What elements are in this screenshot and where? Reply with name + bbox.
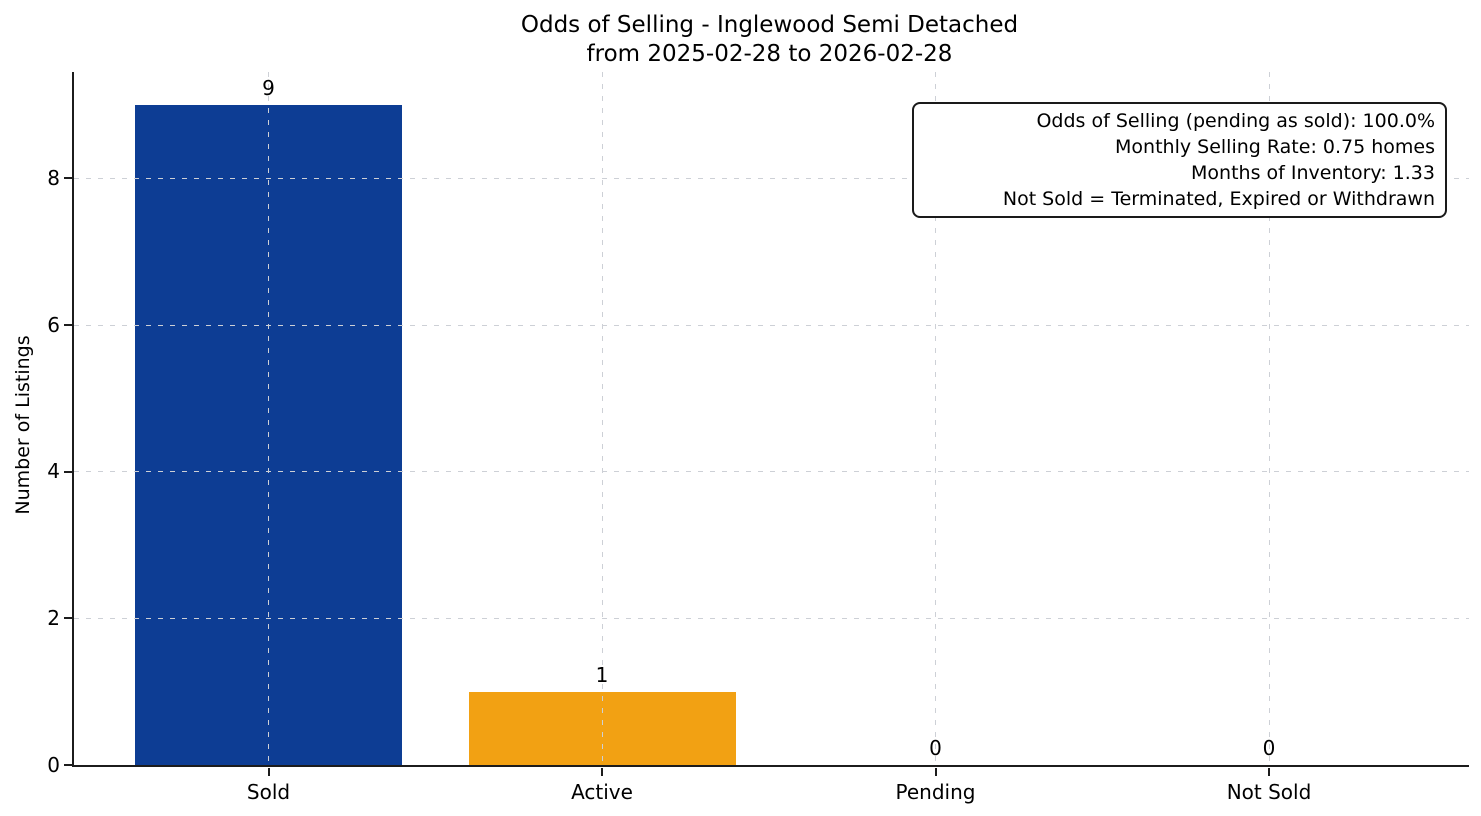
y-tick (64, 764, 72, 766)
chart-title-line2: from 2025-02-28 to 2026-02-28 (586, 41, 953, 67)
chart-title-line1: Odds of Selling - Inglewood Semi Detache… (520, 12, 1019, 38)
plot-area: 0 2 4 6 8 Sold 9 Active 1 Pending 0 Not Sold 0 (47, 72, 1469, 804)
x-tick (1268, 767, 1270, 776)
y-tick (64, 177, 72, 180)
x-tick-label-pending: Pending (895, 780, 976, 804)
x-tick-label-sold: Sold (246, 780, 291, 804)
bar-value-label-active: 1 (595, 662, 609, 687)
bar-value-label-sold: 9 (262, 76, 275, 100)
bar-value-label-pending: 0 (929, 736, 942, 760)
annotation-monthly-selling-rate: Monthly Selling Rate: 0.75 homes (1115, 136, 1435, 158)
h-gridline (74, 177, 1469, 179)
y-axis-label: Number of Listings (12, 335, 34, 515)
y-tick-label: 6 (47, 312, 60, 337)
annotation-box: Odds of Selling (pending as sold): 100.0… (912, 102, 1447, 218)
h-gridline (74, 471, 1469, 473)
y-tick (64, 470, 72, 473)
annotation-not-sold-definition: Not Sold = Terminated, Expired or Withdr… (1002, 188, 1435, 210)
v-gridline (1268, 72, 1270, 765)
v-gridline (601, 72, 603, 765)
x-tick-label-not-sold: Not Sold (1226, 780, 1312, 804)
x-tick (267, 767, 270, 776)
v-gridline (268, 72, 269, 765)
x-tick (601, 767, 603, 776)
x-tick-label-active: Active (571, 780, 633, 804)
bar-value-label-not-sold: 0 (1262, 736, 1276, 760)
y-tick (64, 617, 72, 620)
h-gridline (74, 324, 1469, 326)
v-gridline (935, 72, 936, 765)
x-tick (934, 767, 937, 776)
y-tick-label: 4 (47, 459, 60, 484)
y-tick-label: 8 (47, 165, 60, 190)
annotation-odds-of-selling: Odds of Selling (pending as sold): 100.0… (1036, 110, 1435, 132)
h-gridline (74, 617, 1469, 619)
annotation-months-of-inventory: Months of Inventory: 1.33 (1191, 162, 1435, 184)
y-tick (64, 324, 72, 326)
y-tick-label: 2 (47, 605, 60, 630)
y-tick-label: 0 (47, 752, 60, 777)
chart-title: Odds of Selling - Inglewood Semi Detache… (72, 11, 1467, 69)
